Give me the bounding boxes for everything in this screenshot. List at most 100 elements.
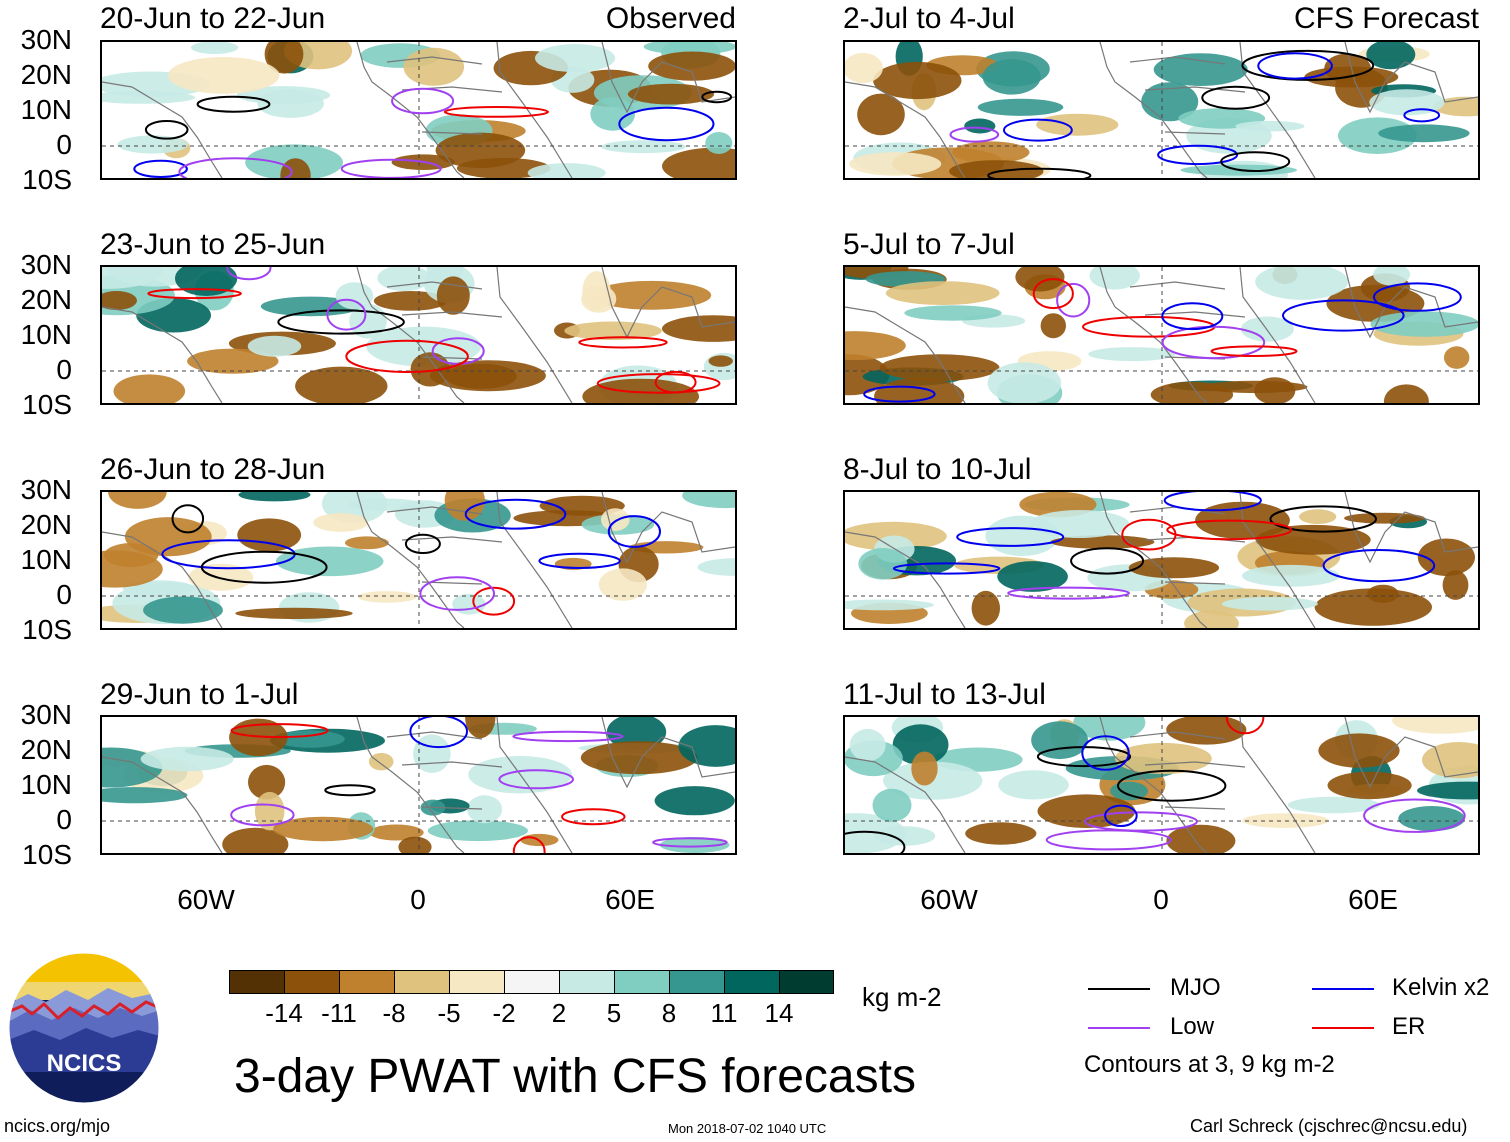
coastline	[1239, 717, 1316, 853]
dry-anomaly	[627, 83, 715, 105]
map-canvas	[102, 267, 735, 403]
lat-label-30n: 30N	[20, 249, 72, 280]
kelvin-contour	[1257, 52, 1333, 80]
mjo-contour	[845, 830, 906, 853]
wet-anomaly	[1241, 564, 1340, 587]
dry-anomaly	[248, 764, 286, 800]
wet-anomaly	[874, 826, 936, 846]
low-contour	[178, 157, 293, 178]
colorbar-swatch	[559, 970, 615, 994]
coastline	[496, 267, 573, 403]
kelvin-contour	[956, 527, 1065, 547]
lat-label-0: 0	[56, 804, 72, 835]
mjo-contour	[171, 504, 205, 534]
dry-anomaly	[264, 42, 304, 74]
dry-anomaly	[1150, 381, 1234, 403]
lat-label-20n: 20N	[20, 284, 72, 315]
colorbar-swatch	[614, 970, 670, 994]
wet-anomaly	[117, 135, 188, 154]
dry-anomaly	[1324, 53, 1371, 83]
footer-credit: Carl Schreck (cjschrec@ncsu.edu)	[1190, 1116, 1468, 1136]
dry-anomaly	[1040, 313, 1066, 339]
wet-anomaly	[1378, 124, 1470, 143]
dry-anomaly	[222, 827, 289, 853]
wet-anomaly	[191, 42, 239, 54]
dry-anomaly	[601, 508, 630, 531]
dry-anomaly	[357, 591, 417, 603]
coastline	[1239, 42, 1316, 178]
dry-anomaly	[582, 378, 700, 403]
dry-anomaly	[445, 363, 517, 389]
map-canvas	[845, 267, 1478, 403]
wet-anomaly	[1221, 597, 1318, 611]
coastline	[601, 717, 735, 789]
wet-anomaly	[845, 599, 934, 611]
kelvin-contour	[1081, 735, 1130, 771]
wet-anomaly	[1255, 267, 1348, 300]
colorbar-label: 2	[551, 998, 567, 1028]
colorbar-label: -8	[382, 998, 406, 1028]
coastline	[1099, 717, 1208, 853]
dry-anomaly	[1037, 794, 1136, 828]
wet-anomaly	[982, 59, 1041, 95]
dry-anomaly	[965, 822, 1037, 845]
colorbar-label: 14	[764, 998, 794, 1028]
low-contour	[340, 158, 442, 178]
low-contour	[226, 267, 272, 281]
dry-anomaly	[708, 355, 733, 367]
dry-anomaly	[949, 160, 1044, 178]
dry-anomaly	[368, 824, 424, 841]
panel-title-2: 23-Jun to 25-Jun	[100, 228, 326, 261]
coastline	[356, 42, 465, 178]
dry-anomaly	[845, 52, 883, 84]
dry-anomaly	[874, 377, 965, 403]
coastline	[601, 42, 735, 114]
kelvin-contour	[1322, 549, 1436, 583]
dry-anomaly	[368, 753, 394, 771]
dry-anomaly	[235, 607, 353, 619]
low-contour	[1045, 829, 1172, 851]
dry-anomaly	[845, 331, 906, 361]
coastline	[1344, 42, 1478, 114]
panel-title-8: 11-Jul to 13-Jul	[843, 678, 1046, 711]
mjo-contour	[404, 533, 441, 555]
coastline	[496, 42, 573, 178]
low-contour	[498, 769, 575, 790]
colorbar-swatch	[724, 970, 780, 994]
colorbar-label: 8	[661, 998, 677, 1028]
wet-anomaly	[527, 163, 606, 178]
mjo-contour	[1241, 49, 1375, 81]
mjo-contour	[987, 167, 1092, 178]
map-panel-forecast-1	[843, 40, 1480, 180]
wet-anomaly	[1153, 53, 1248, 86]
colorbar-swatch	[779, 970, 834, 994]
low-contour	[652, 837, 728, 848]
dry-anomaly	[344, 536, 389, 550]
wet-anomaly	[366, 326, 482, 367]
er-contour	[578, 336, 668, 349]
coastline	[102, 756, 223, 853]
footer-timestamp: Mon 2018-07-02 1040 UTC	[668, 1121, 827, 1136]
kelvin-contour	[409, 717, 468, 749]
kelvin-contour	[1003, 118, 1073, 142]
wet-anomaly	[238, 492, 311, 502]
colorbar-unit: kg m-2	[862, 982, 942, 1012]
kelvin-contour	[1373, 282, 1462, 312]
coastline	[356, 267, 465, 403]
wet-anomaly	[1287, 796, 1381, 814]
lon-label-60w: 60W	[177, 884, 235, 915]
lon-label-0: 0	[410, 884, 426, 915]
er-contour	[512, 836, 546, 853]
ncics-logo: NCICS	[8, 952, 160, 1104]
er-contour	[654, 370, 697, 394]
lon-label-0: 0	[1153, 884, 1169, 915]
dry-anomaly	[1015, 267, 1065, 292]
dry-anomaly	[1367, 584, 1399, 603]
dry-anomaly	[1318, 733, 1400, 768]
wet-anomaly	[1373, 267, 1411, 286]
lat-label-10n: 10N	[20, 769, 72, 800]
dry-anomaly	[591, 280, 712, 310]
coastline	[845, 531, 966, 628]
coastline	[1099, 42, 1208, 178]
colorbar-label: -11	[321, 998, 357, 1028]
